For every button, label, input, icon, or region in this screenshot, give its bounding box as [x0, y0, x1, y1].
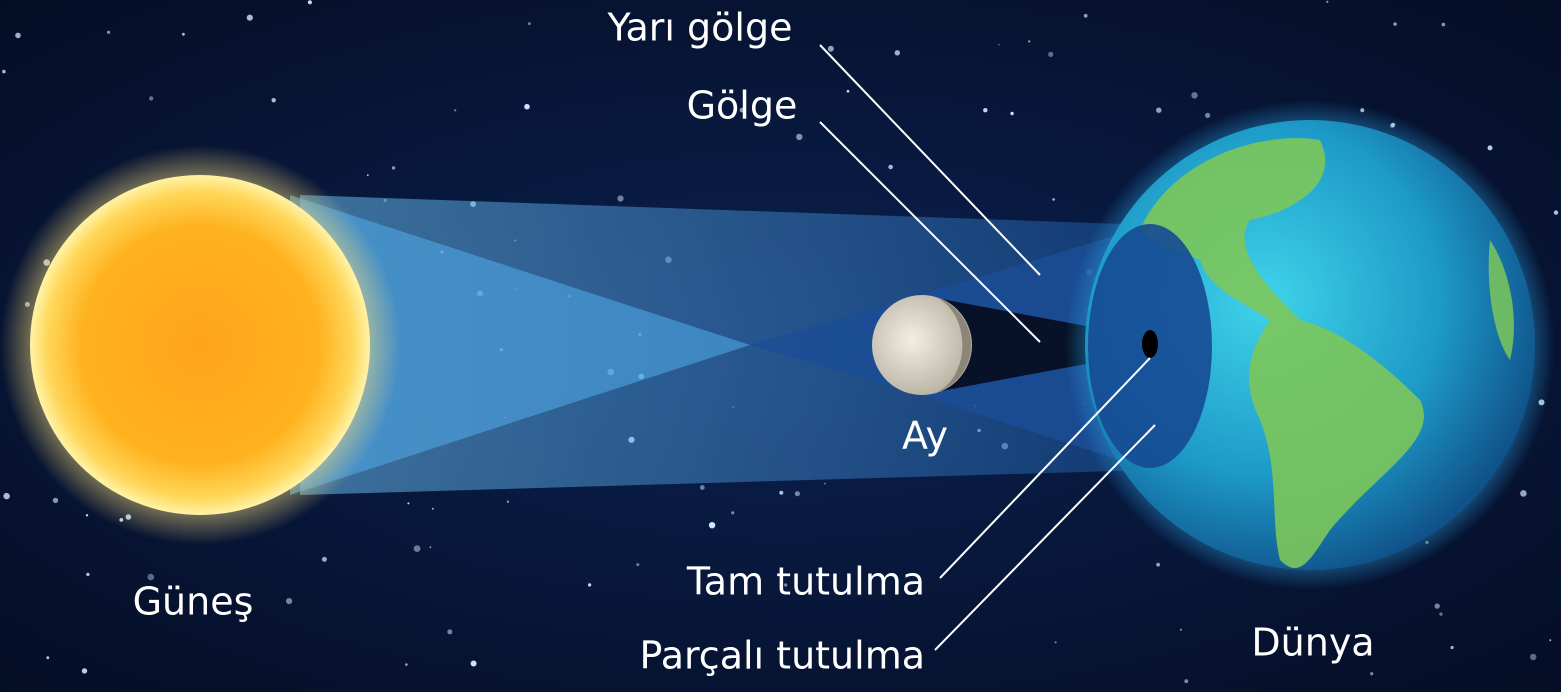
- star: [1488, 145, 1493, 150]
- star: [709, 522, 715, 528]
- star: [86, 514, 88, 516]
- umbra-label: Gölge: [687, 84, 798, 128]
- star: [447, 629, 452, 634]
- star: [828, 46, 834, 52]
- star: [795, 491, 800, 496]
- star: [1156, 108, 1161, 113]
- star: [1439, 612, 1442, 615]
- page: Yarı gölge Gölge Ay Güneş Dünya Tam tutu…: [0, 0, 1561, 692]
- star: [1530, 654, 1536, 660]
- star: [182, 33, 185, 36]
- star: [272, 98, 276, 102]
- star: [617, 195, 623, 201]
- star: [1180, 629, 1182, 631]
- star: [1451, 646, 1454, 649]
- star: [1184, 679, 1188, 683]
- star: [1010, 112, 1013, 115]
- star: [1191, 92, 1197, 98]
- star: [432, 508, 434, 510]
- star: [407, 502, 409, 504]
- star: [847, 90, 850, 93]
- star: [454, 109, 456, 111]
- star: [1549, 639, 1551, 641]
- star: [731, 511, 734, 514]
- star: [1052, 198, 1055, 201]
- star: [392, 166, 395, 169]
- sun-label: Güneş: [133, 580, 254, 624]
- star: [471, 661, 477, 667]
- star: [1084, 14, 1088, 18]
- penumbra-label: Yarı gölge: [607, 6, 793, 50]
- star: [796, 134, 802, 140]
- star: [430, 546, 432, 548]
- star: [1520, 490, 1527, 497]
- star: [1028, 40, 1030, 42]
- star: [286, 598, 292, 604]
- star: [82, 668, 87, 673]
- star: [308, 0, 312, 4]
- earth-label: Dünya: [1251, 621, 1374, 665]
- total-eclipse-spot: [1142, 330, 1158, 358]
- star: [2, 70, 6, 74]
- star: [1442, 23, 1446, 27]
- star: [588, 583, 591, 586]
- star: [247, 15, 253, 21]
- star: [998, 44, 1000, 46]
- star: [414, 545, 421, 552]
- partial-eclipse-label: Parçalı tutulma: [640, 634, 925, 678]
- star: [107, 31, 110, 34]
- star: [1435, 603, 1440, 608]
- star: [895, 50, 900, 55]
- eclipse-diagram: Yarı gölge Gölge Ay Güneş Dünya Tam tutu…: [0, 0, 1561, 692]
- star: [1055, 641, 1057, 643]
- star: [528, 22, 531, 25]
- star: [1326, 1, 1328, 3]
- star: [1205, 113, 1210, 118]
- star: [46, 656, 49, 659]
- star: [1156, 563, 1160, 567]
- star: [1554, 210, 1558, 214]
- star: [1048, 52, 1053, 57]
- moon: [872, 295, 972, 395]
- star: [636, 563, 639, 566]
- star: [524, 104, 530, 110]
- star: [779, 491, 783, 495]
- star: [405, 663, 408, 666]
- star: [888, 165, 893, 170]
- total-eclipse-label: Tam tutulma: [686, 560, 925, 604]
- star: [53, 498, 58, 503]
- star: [15, 33, 21, 39]
- star: [1370, 672, 1373, 675]
- star: [367, 174, 369, 176]
- star: [983, 108, 987, 112]
- star: [3, 493, 9, 499]
- star: [1393, 22, 1396, 25]
- star: [507, 501, 509, 503]
- moon-label: Ay: [902, 414, 948, 458]
- star: [700, 485, 705, 490]
- star: [322, 557, 327, 562]
- star: [824, 483, 826, 485]
- star: [149, 96, 153, 100]
- star: [86, 573, 89, 576]
- sun: [30, 175, 370, 515]
